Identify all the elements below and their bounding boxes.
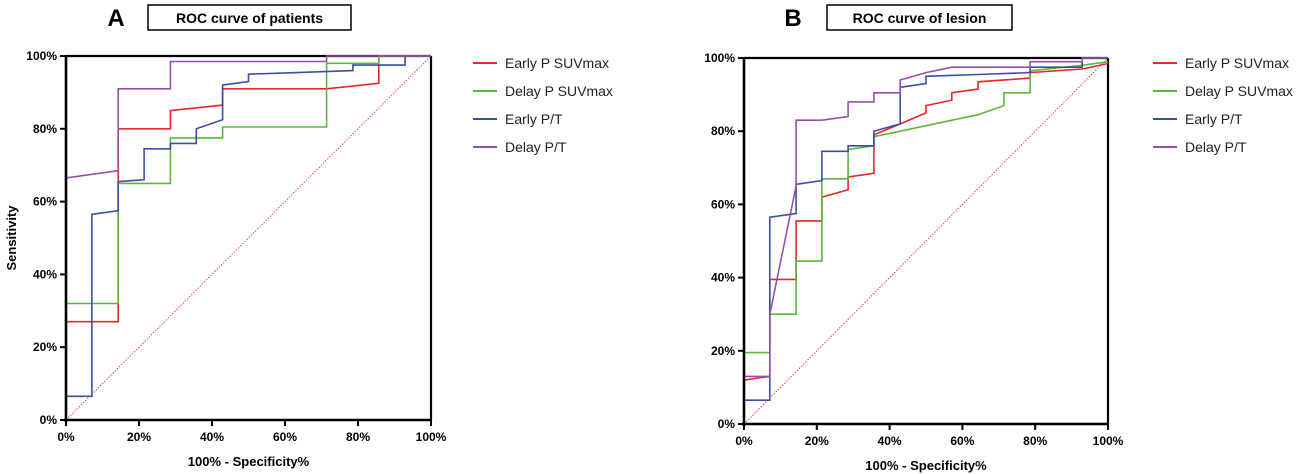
x-tick-label: 60% bbox=[950, 434, 974, 448]
legend-item: Delay P/T bbox=[473, 139, 567, 155]
legend-item: Early P SUVmax bbox=[473, 55, 609, 71]
roc-panel-a: A ROC curve of patients 0% 20% 40% 60% 80% 100%… bbox=[4, 4, 613, 469]
legend-item: Early P/T bbox=[1153, 111, 1243, 127]
title-box bbox=[826, 4, 1013, 31]
y-tick-label: 40% bbox=[711, 271, 735, 285]
legend-item: Early P SUVmax bbox=[1153, 55, 1289, 71]
x-axis-label: 100% - Specificity% bbox=[865, 458, 987, 473]
reference-diagonal bbox=[65, 55, 432, 421]
x-tick-label: 40% bbox=[200, 430, 224, 444]
y-axis-label: Sensitivity bbox=[4, 205, 19, 271]
legend-item: Delay P SUVmax bbox=[1153, 83, 1293, 99]
legend-label: Delay P/T bbox=[1185, 139, 1247, 155]
reference-diagonal bbox=[743, 57, 1109, 425]
x-tick-label: 100% bbox=[416, 430, 447, 444]
chart-title: ROC curve of patients bbox=[176, 10, 323, 26]
panel-letter: A bbox=[107, 5, 124, 32]
panel-letter: B bbox=[784, 5, 801, 32]
roc-line-early-p-t bbox=[743, 57, 1108, 424]
y-tick-label: 0% bbox=[40, 413, 58, 427]
roc-line-early-p-suvmax bbox=[743, 62, 1109, 424]
legend-item: Delay P SUVmax bbox=[473, 83, 613, 99]
y-tick-label: 40% bbox=[33, 267, 57, 281]
x-tick-label: 100% bbox=[1093, 434, 1124, 448]
y-tick-label: 60% bbox=[33, 195, 57, 209]
legend-label: Early P SUVmax bbox=[1185, 55, 1289, 71]
legend-item: Delay P/T bbox=[1153, 139, 1247, 155]
roc-line-delay-p-suvmax bbox=[65, 55, 431, 420]
y-tick-label: 20% bbox=[33, 340, 57, 354]
legend-label: Early P/T bbox=[505, 111, 563, 127]
y-tick-label: 100% bbox=[704, 51, 735, 65]
x-tick-label: 20% bbox=[127, 430, 151, 444]
legend-label: Early P SUVmax bbox=[505, 55, 609, 71]
x-tick-label: 0% bbox=[57, 430, 75, 444]
x-axis-label: 100% - Specificity% bbox=[188, 454, 310, 469]
y-tick-label: 0% bbox=[718, 417, 736, 431]
roc-line-early-p-suvmax bbox=[65, 55, 431, 420]
legend-label: Delay P SUVmax bbox=[505, 83, 613, 99]
legend-item: Early P/T bbox=[473, 111, 563, 127]
roc-line-delay-p-suvmax bbox=[743, 60, 1109, 424]
y-tick-label: 20% bbox=[711, 344, 735, 358]
legend-label: Delay P/T bbox=[505, 139, 567, 155]
x-tick-label: 60% bbox=[273, 430, 297, 444]
y-tick-label: 100% bbox=[26, 49, 57, 63]
x-tick-label: 80% bbox=[1023, 434, 1047, 448]
roc-panel-b: B ROC curve of lesion 0% 20% 40% 60% 80% 100% 0%… bbox=[704, 4, 1293, 473]
y-tick-label: 80% bbox=[33, 122, 57, 136]
title-box bbox=[147, 4, 352, 31]
y-tick-label: 60% bbox=[711, 197, 735, 211]
x-tick-label: 20% bbox=[805, 434, 829, 448]
x-tick-label: 0% bbox=[735, 434, 753, 448]
roc-line-delay-p-t bbox=[743, 57, 1108, 424]
roc-line-early-p-t bbox=[65, 55, 431, 420]
legend-label: Early P/T bbox=[1185, 111, 1243, 127]
y-tick-label: 80% bbox=[711, 124, 735, 138]
x-tick-label: 40% bbox=[878, 434, 902, 448]
x-tick-label: 80% bbox=[346, 430, 370, 444]
legend-label: Delay P SUVmax bbox=[1185, 83, 1293, 99]
roc-line-delay-p-t bbox=[65, 55, 431, 420]
chart-title: ROC curve of lesion bbox=[853, 10, 987, 26]
